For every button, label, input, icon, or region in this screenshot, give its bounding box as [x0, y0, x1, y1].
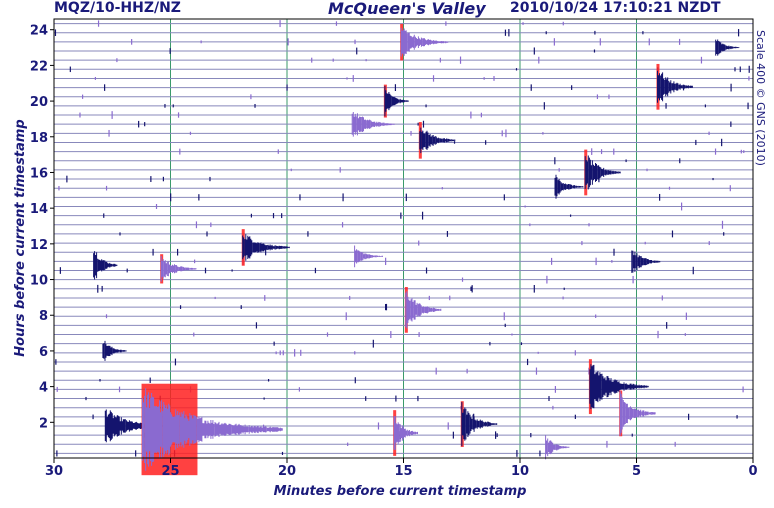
event-waveform: [619, 391, 656, 436]
event-waveform: [584, 155, 621, 190]
event-waveform: [400, 27, 449, 57]
event-waveform: [93, 251, 118, 280]
event-waveform: [142, 388, 283, 471]
event-waveform: [351, 112, 395, 137]
event-waveform: [102, 340, 127, 361]
y-tick-label: 4: [39, 381, 48, 396]
x-tick-label: 20: [278, 464, 296, 479]
y-tick-label: 20: [30, 95, 48, 110]
event-waveform: [354, 245, 383, 268]
event-waveform: [631, 250, 661, 273]
event-waveform: [657, 70, 693, 103]
event-waveform: [242, 234, 290, 261]
y-tick-label: 22: [30, 59, 48, 74]
y-tick-label: 10: [30, 274, 48, 289]
event-waveform: [545, 435, 570, 460]
x-tick-label: 15: [394, 464, 412, 479]
x-tick-label: 0: [748, 464, 757, 479]
y-tick-label: 12: [30, 238, 48, 253]
clipped-event: [404, 287, 408, 333]
event-waveform: [461, 402, 498, 447]
y-tick-label: 14: [30, 202, 48, 217]
timestamp-label: 2010/10/24 17:10:21 NZDT: [510, 0, 721, 16]
event-waveform: [384, 85, 409, 117]
y-tick-label: 16: [30, 166, 48, 181]
seismic-events: [93, 23, 740, 476]
x-tick-label: 25: [161, 464, 179, 479]
x-axis-ticks: 30 25 20 15 10 5 0: [45, 458, 758, 479]
event-waveform: [715, 39, 740, 56]
x-axis-label: Minutes before current timestamp: [274, 484, 527, 499]
event-waveform: [405, 291, 442, 329]
station-label: MQZ/10-HHZ/NZ: [54, 0, 181, 16]
x-tick-label: 10: [511, 464, 529, 479]
y-tick-label: 24: [30, 24, 48, 39]
event-waveform: [393, 416, 418, 450]
x-tick-label: 30: [45, 464, 63, 479]
event-waveform: [160, 256, 197, 282]
y-tick-label: 8: [39, 309, 48, 324]
event-waveform: [589, 364, 649, 409]
y-tick-label: 6: [39, 345, 48, 360]
x-tick-label: 5: [632, 464, 641, 479]
copyright-label: Scale 400 © GNS (2010): [754, 30, 767, 166]
event-waveform: [419, 127, 456, 154]
y-axis-label: Hours before current timestamp: [13, 119, 28, 356]
y-tick-label: 2: [39, 416, 48, 431]
site-title: McQueen's Valley: [328, 0, 486, 18]
y-tick-label: 18: [30, 131, 48, 146]
event-waveform: [554, 174, 584, 199]
clipped-event: [584, 149, 588, 196]
